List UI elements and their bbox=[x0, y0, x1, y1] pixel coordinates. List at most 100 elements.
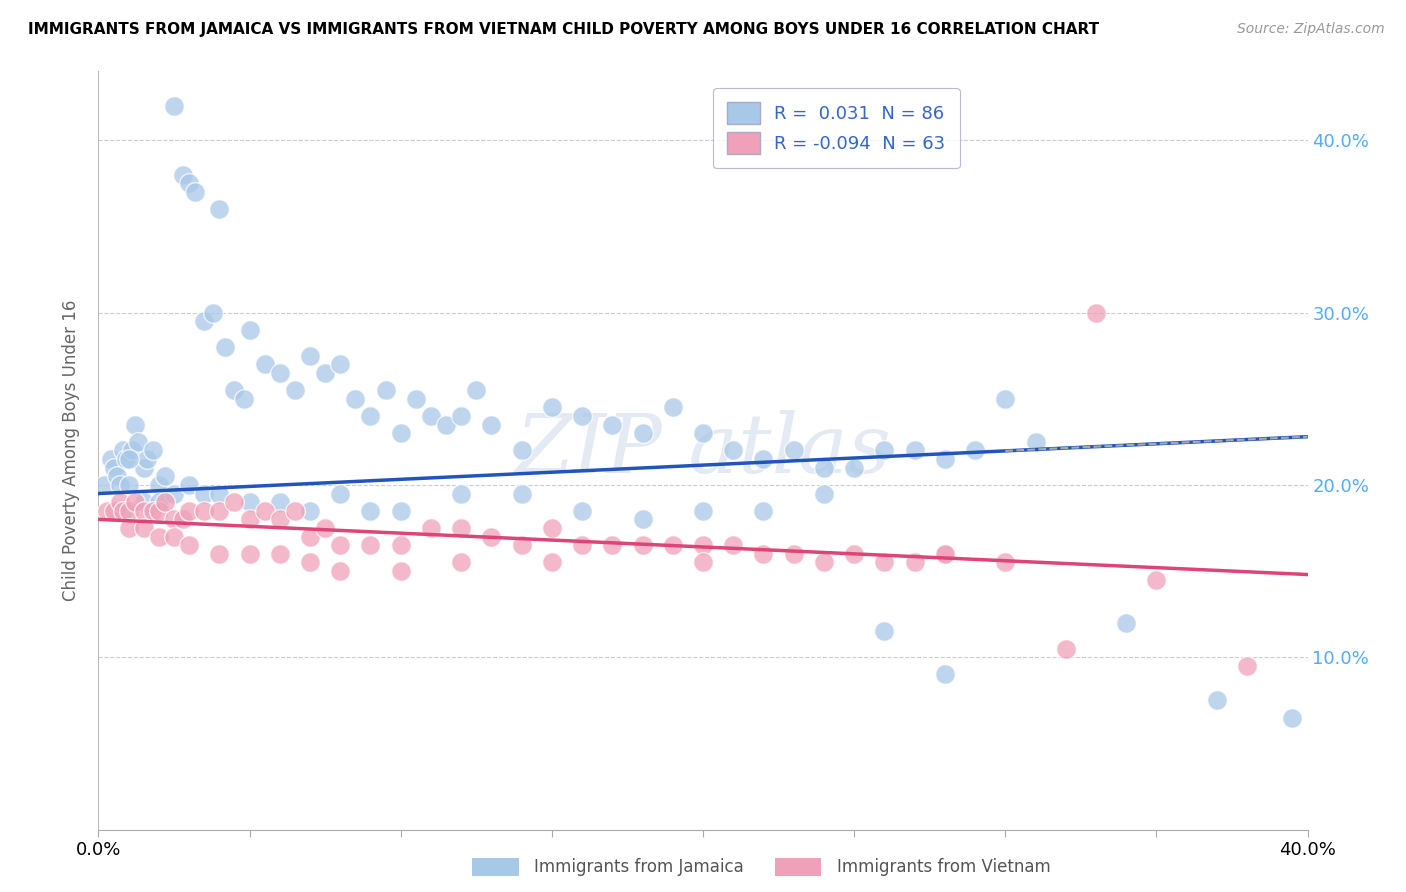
Point bbox=[314, 521, 336, 535]
Point bbox=[284, 383, 307, 397]
Point bbox=[148, 495, 170, 509]
Point bbox=[121, 443, 143, 458]
Point bbox=[692, 556, 714, 570]
Point bbox=[118, 452, 141, 467]
Point bbox=[239, 547, 262, 561]
Point bbox=[184, 185, 207, 199]
Point bbox=[224, 383, 246, 397]
Text: Immigrants from Jamaica: Immigrants from Jamaica bbox=[534, 858, 744, 876]
Point bbox=[179, 177, 201, 191]
Point bbox=[752, 547, 775, 561]
Point bbox=[510, 443, 533, 458]
Point bbox=[450, 486, 472, 500]
Point bbox=[239, 323, 262, 337]
Point bbox=[329, 486, 352, 500]
Point bbox=[232, 392, 254, 406]
Point bbox=[994, 392, 1017, 406]
Point bbox=[153, 495, 176, 509]
Point bbox=[269, 512, 291, 526]
Point bbox=[202, 305, 225, 319]
Point bbox=[481, 417, 503, 432]
Point bbox=[873, 556, 896, 570]
Point bbox=[269, 547, 291, 561]
Point bbox=[571, 538, 593, 552]
Point bbox=[329, 564, 352, 578]
Point bbox=[994, 556, 1017, 570]
Legend: R =  0.031  N = 86, R = -0.094  N = 63: R = 0.031 N = 86, R = -0.094 N = 63 bbox=[713, 88, 960, 168]
Point bbox=[132, 521, 155, 535]
Point bbox=[269, 366, 291, 380]
Point bbox=[329, 538, 352, 552]
Point bbox=[132, 460, 155, 475]
Point bbox=[153, 469, 176, 483]
Point bbox=[142, 443, 165, 458]
Point bbox=[540, 401, 562, 415]
Point bbox=[114, 452, 136, 467]
Point bbox=[299, 530, 322, 544]
Point bbox=[179, 504, 201, 518]
Point bbox=[450, 409, 472, 423]
Point bbox=[465, 383, 488, 397]
Point bbox=[631, 538, 654, 552]
Point bbox=[405, 392, 427, 406]
Point bbox=[299, 504, 322, 518]
Point bbox=[208, 547, 231, 561]
Point bbox=[172, 512, 194, 526]
Point bbox=[360, 538, 382, 552]
Point bbox=[299, 349, 322, 363]
Point bbox=[329, 357, 352, 371]
Text: Source: ZipAtlas.com: Source: ZipAtlas.com bbox=[1237, 22, 1385, 37]
Point bbox=[132, 495, 155, 509]
Point bbox=[661, 538, 683, 552]
Point bbox=[224, 495, 246, 509]
Point bbox=[510, 538, 533, 552]
Point bbox=[602, 417, 624, 432]
Point bbox=[389, 426, 412, 441]
Point bbox=[179, 478, 201, 492]
Text: IMMIGRANTS FROM JAMAICA VS IMMIGRANTS FROM VIETNAM CHILD POVERTY AMONG BOYS UNDE: IMMIGRANTS FROM JAMAICA VS IMMIGRANTS FR… bbox=[28, 22, 1099, 37]
Point bbox=[360, 504, 382, 518]
Point bbox=[124, 417, 146, 432]
Point bbox=[142, 504, 165, 518]
Point bbox=[723, 443, 745, 458]
Point bbox=[124, 495, 146, 509]
Point bbox=[208, 202, 231, 217]
Point bbox=[692, 504, 714, 518]
Point bbox=[208, 486, 231, 500]
Point bbox=[163, 530, 186, 544]
Point bbox=[873, 443, 896, 458]
Point bbox=[904, 443, 927, 458]
Point bbox=[602, 538, 624, 552]
Point bbox=[631, 426, 654, 441]
Point bbox=[284, 504, 307, 518]
Point bbox=[208, 504, 231, 518]
Point bbox=[179, 538, 201, 552]
Point bbox=[1281, 710, 1303, 724]
Point bbox=[214, 340, 236, 354]
Point bbox=[1024, 434, 1046, 449]
Point bbox=[1085, 305, 1108, 319]
Point bbox=[118, 478, 141, 492]
Point bbox=[783, 443, 806, 458]
Point bbox=[103, 504, 125, 518]
Point bbox=[752, 452, 775, 467]
Point bbox=[172, 168, 194, 182]
Point bbox=[374, 383, 396, 397]
Point bbox=[450, 521, 472, 535]
Point bbox=[108, 495, 131, 509]
Y-axis label: Child Poverty Among Boys Under 16: Child Poverty Among Boys Under 16 bbox=[62, 300, 80, 601]
Point bbox=[1144, 573, 1167, 587]
Point bbox=[934, 452, 956, 467]
Point bbox=[571, 409, 593, 423]
Point bbox=[148, 504, 170, 518]
Point bbox=[389, 564, 412, 578]
Point bbox=[314, 366, 336, 380]
Point bbox=[108, 478, 131, 492]
Point bbox=[873, 624, 896, 639]
Point bbox=[723, 538, 745, 552]
Point bbox=[540, 521, 562, 535]
Point bbox=[813, 556, 835, 570]
Point bbox=[389, 504, 412, 518]
Point bbox=[96, 504, 118, 518]
Point bbox=[100, 452, 122, 467]
